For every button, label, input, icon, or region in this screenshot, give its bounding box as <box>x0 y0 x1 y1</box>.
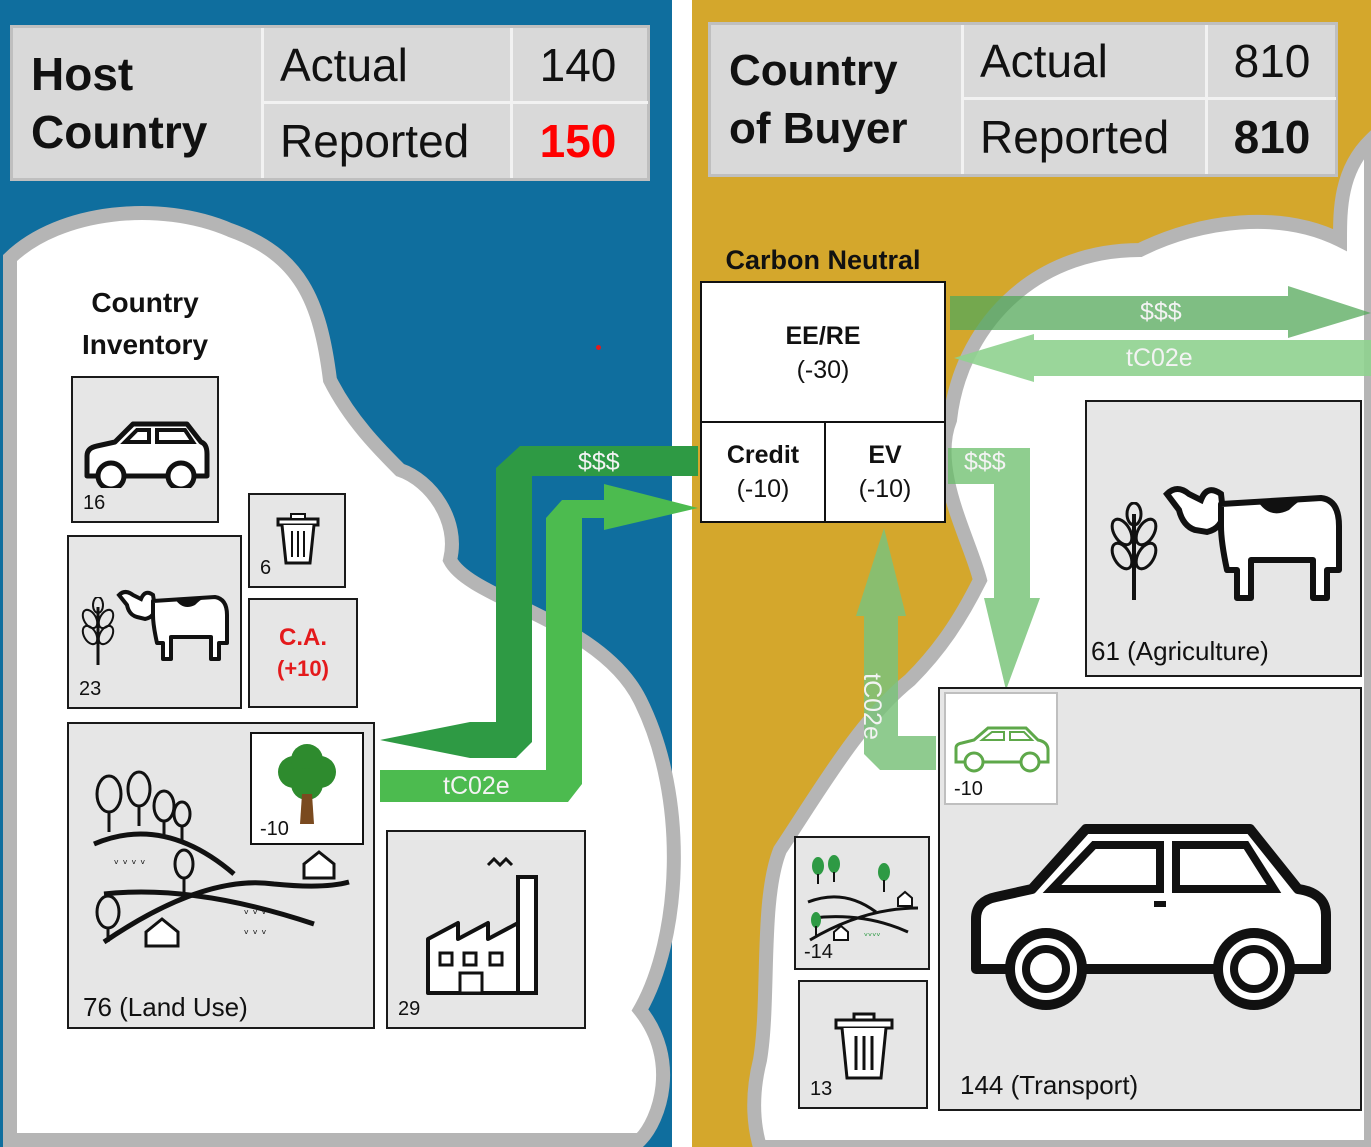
cow-icon <box>1163 486 1342 601</box>
credit-label: Credit <box>726 441 800 469</box>
buyer-transport-value: 144 (Transport) <box>960 1070 1139 1100</box>
buyer-waste-box: 13 <box>798 980 928 1109</box>
carbon-flow-arrow-up <box>856 528 936 770</box>
trash-icon <box>276 513 320 565</box>
buyer-trash-value: 13 <box>810 1078 833 1100</box>
host-country-table: Host Country Actual 140 Reported 150 <box>10 25 650 181</box>
buyer-land-value: -14 <box>804 941 833 963</box>
credit-cell: Credit (-10) <box>702 438 824 506</box>
ca-value: (+10) <box>277 656 329 681</box>
money-label-left: $$$ <box>578 448 620 476</box>
buyer-country-table: Country of Buyer Actual 810 Reported 810 <box>708 22 1338 177</box>
eere-cell: EE/RE (-30) <box>702 319 944 387</box>
ev-cell: EV (-10) <box>826 438 944 506</box>
carbon-flow-arrow-light <box>380 484 698 802</box>
red-dot <box>596 345 601 350</box>
eere-label: EE/RE <box>785 322 861 350</box>
svg-text:ᵥ ᵥ ᵥ: ᵥ ᵥ ᵥ <box>244 923 267 937</box>
car-emissions-box: 16 <box>71 376 219 523</box>
money-flow-arrow-top <box>950 286 1371 338</box>
money-label-top: $$$ <box>1140 298 1182 326</box>
carbon-label-top: tC02e <box>1126 344 1193 372</box>
host-country-title: Host Country <box>31 48 208 158</box>
credit-value: (-10) <box>736 475 790 503</box>
buyer-country-title: Country of Buyer <box>729 45 908 153</box>
money-flow-arrow-down <box>948 448 1040 690</box>
car-icon <box>84 421 210 488</box>
ev-label: EV <box>868 441 902 469</box>
host-actual-value: 140 <box>539 38 617 91</box>
car-value: 16 <box>83 492 106 514</box>
electric-car-icon <box>954 726 1050 773</box>
svg-text:ᵥᵥᵥᵥ: ᵥᵥᵥᵥ <box>864 928 881 939</box>
host-actual-label: Actual <box>280 38 408 91</box>
tree-value: -10 <box>260 818 289 840</box>
ca-label: C.A. <box>279 624 327 651</box>
host-reported-value: 150 <box>539 115 617 167</box>
country-inventory-title: Country Inventory <box>81 287 209 360</box>
buyer-reported-label: Reported <box>980 111 1170 163</box>
buyer-ev-value: -10 <box>954 778 983 800</box>
buyer-actual-value: 810 <box>1233 35 1311 87</box>
landscape-icon: ᵥ ᵥ ᵥ ᵥ ᵥ ᵥ ᵥ ᵥ ᵥ ᵥ ᵥ <box>93 770 350 948</box>
money-label-down: $$$ <box>964 448 1006 476</box>
carbon-label-up: tC02e <box>857 673 886 740</box>
industry-box: 29 <box>386 830 586 1029</box>
svg-text:ᵥ ᵥ ᵥ ᵥ: ᵥ ᵥ ᵥ ᵥ <box>244 903 275 917</box>
industry-value: 29 <box>398 998 421 1020</box>
buyer-land-box: ᵥᵥᵥᵥ -14 <box>794 836 930 970</box>
buyer-reported-value: 810 <box>1233 111 1311 163</box>
buyer-agriculture-value: 61 (Agriculture) <box>1091 636 1269 666</box>
buyer-agriculture-box: 61 (Agriculture) <box>1085 400 1362 677</box>
land-use-value: 76 (Land Use) <box>83 992 248 1022</box>
carbon-neutral-title: Carbon Neutral <box>725 245 921 275</box>
trash-icon <box>834 1012 894 1080</box>
corresponding-adjustment-box: C.A. (+10) <box>248 598 358 708</box>
agriculture-box: 23 <box>67 535 242 709</box>
buyer-ev-box: -10 <box>944 692 1058 805</box>
money-flow-arrow-dark <box>380 446 698 758</box>
carbon-label-left: tC02e <box>443 772 510 800</box>
factory-icon <box>426 857 538 995</box>
eere-value: (-30) <box>796 356 850 384</box>
agriculture-value: 23 <box>79 678 102 700</box>
wheat-icon <box>81 597 115 665</box>
waste-box: 6 <box>248 493 346 588</box>
buyer-actual-label: Actual <box>980 35 1108 87</box>
carbon-neutral-box: EE/RE (-30) Credit (-10) EV (-10) <box>700 281 946 523</box>
tree-offset-box: -10 <box>250 732 364 845</box>
green-landscape-icon: ᵥᵥᵥᵥ <box>807 855 919 942</box>
tree-icon <box>278 744 336 824</box>
car-icon <box>971 824 1331 1010</box>
carbon-flow-arrow-top <box>954 334 1371 382</box>
host-reported-label: Reported <box>280 115 470 167</box>
wheat-icon <box>1110 502 1158 600</box>
ev-value: (-10) <box>858 475 912 503</box>
trash-value: 6 <box>260 557 272 579</box>
svg-text:ᵥ ᵥ ᵥ ᵥ: ᵥ ᵥ ᵥ ᵥ <box>114 853 145 867</box>
cow-icon <box>116 590 229 661</box>
